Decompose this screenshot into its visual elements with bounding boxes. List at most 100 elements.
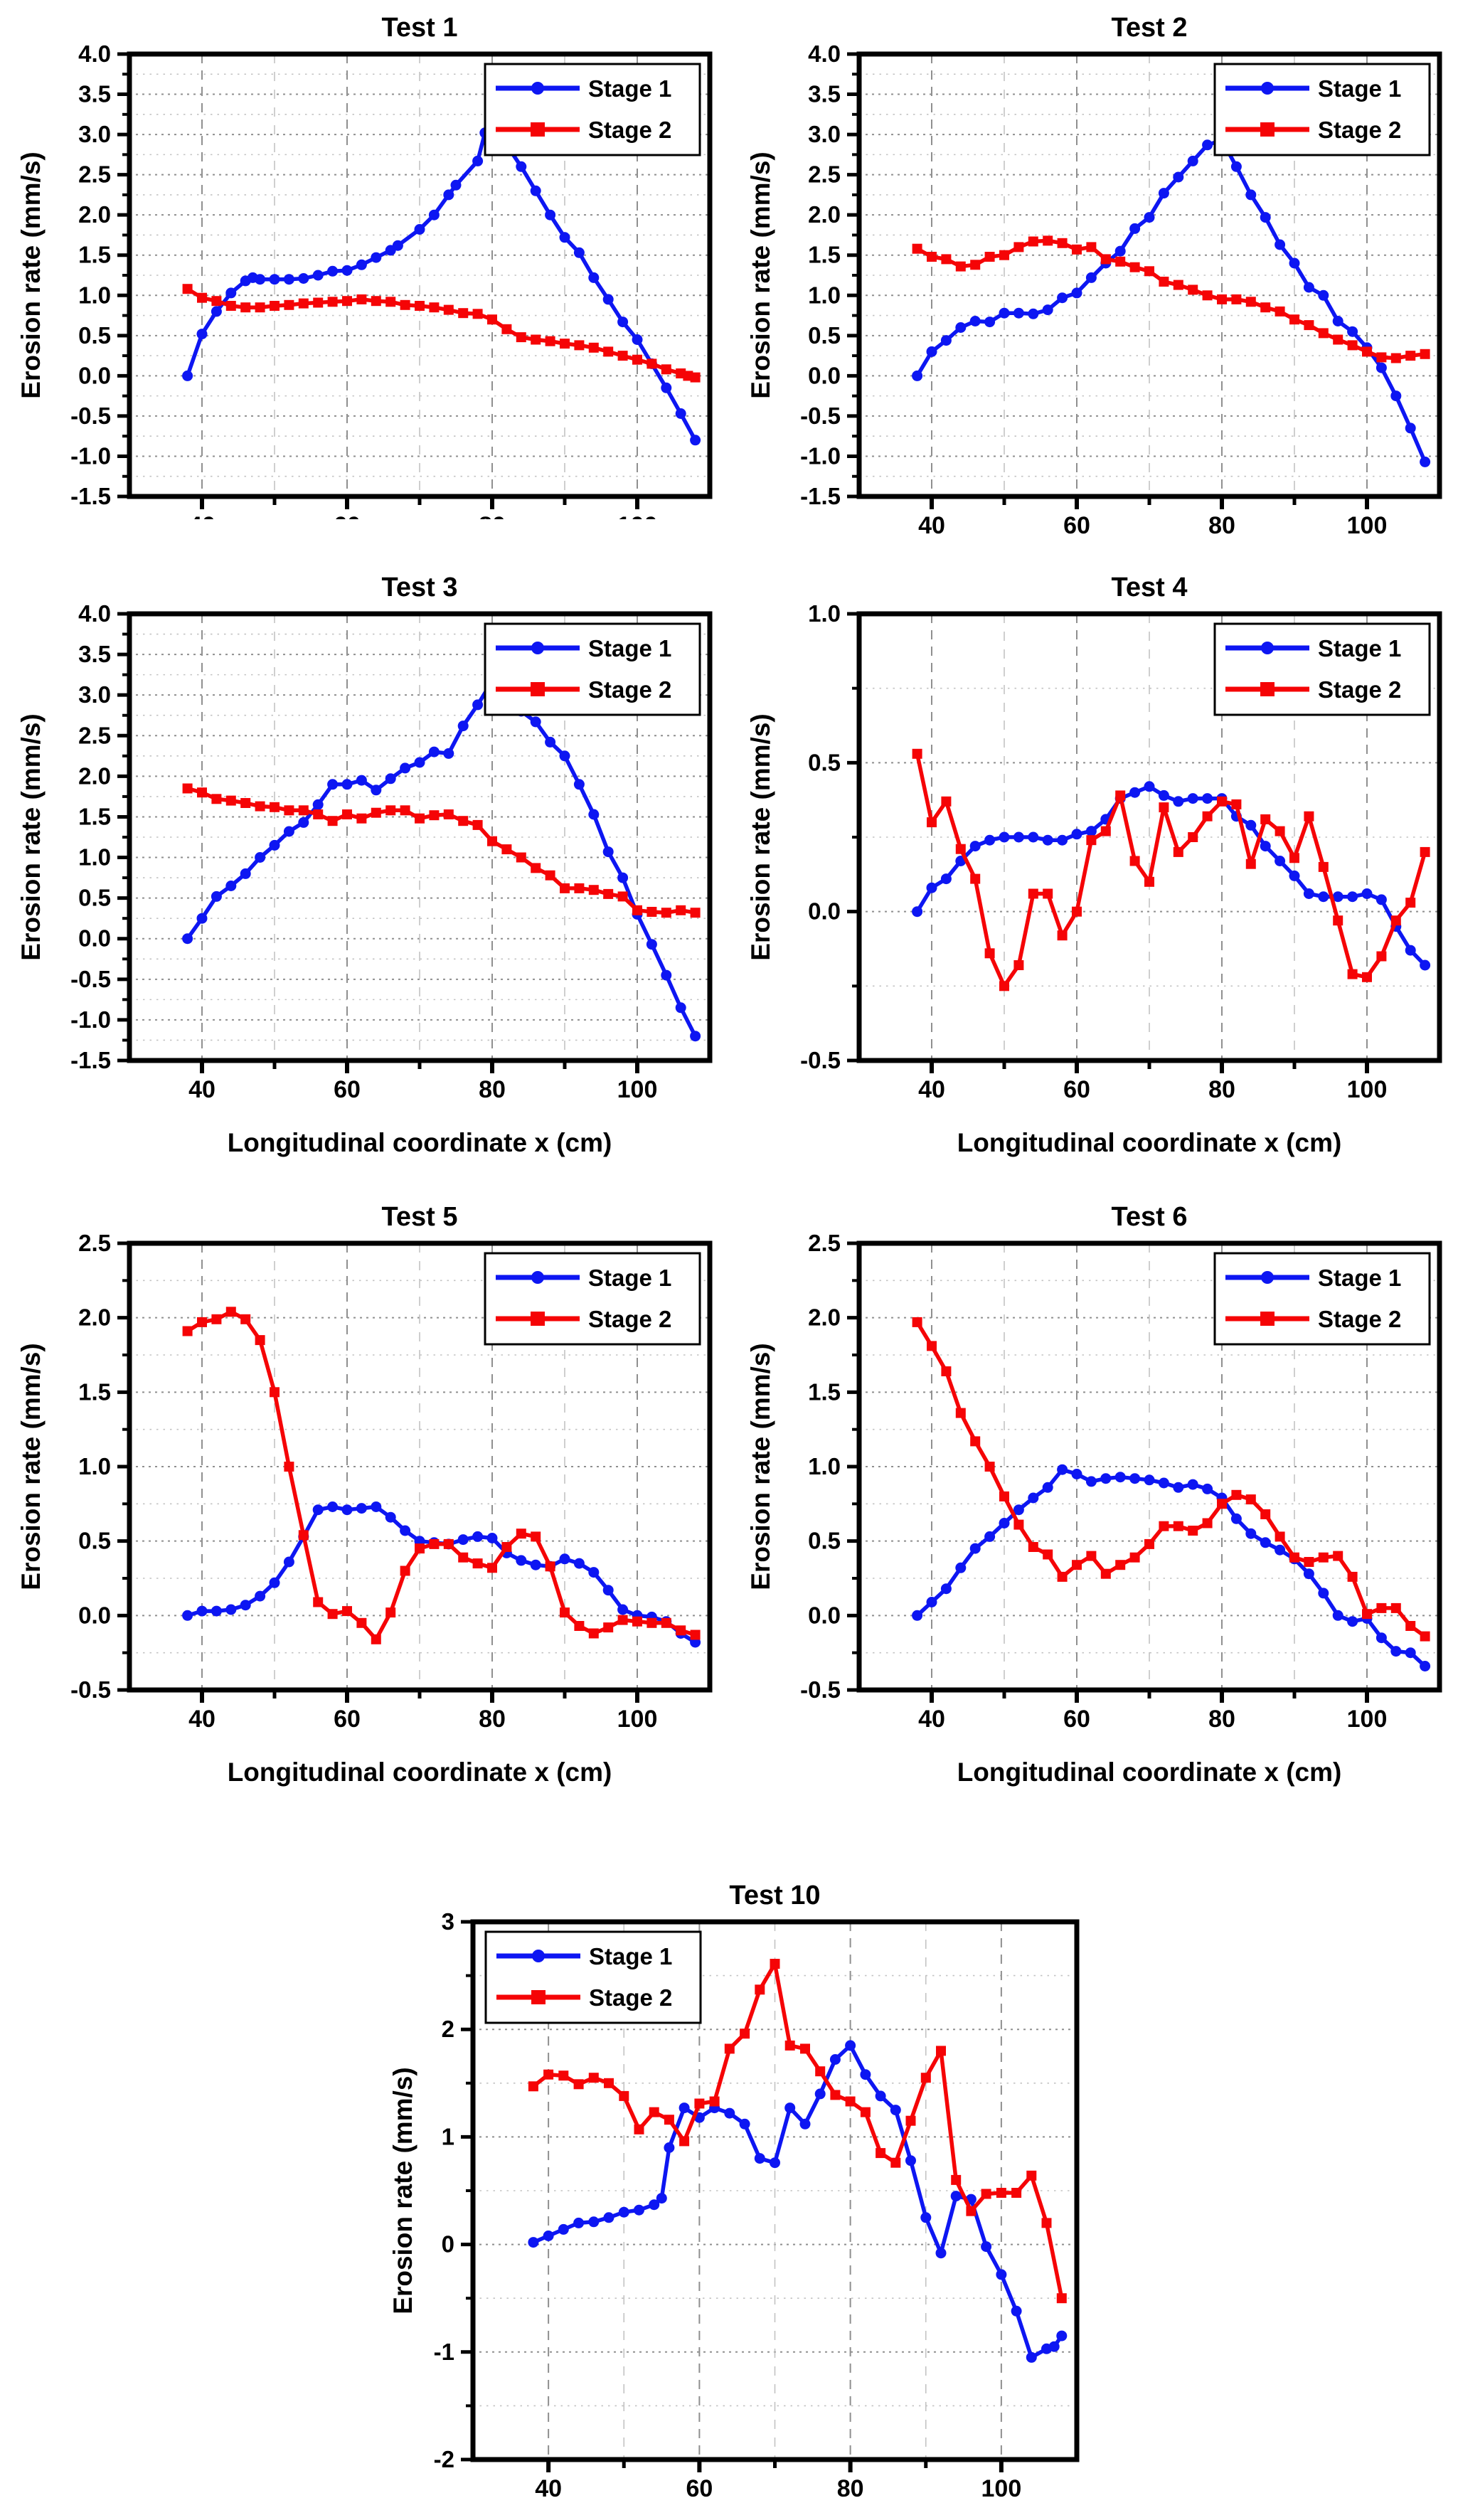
x-axis-title: Longitudinal coordinate x (cm) xyxy=(957,1128,1342,1157)
legend-label: Stage 1 xyxy=(1318,75,1401,102)
x-axis-title: Longitudinal coordinate x (cm) xyxy=(228,1128,612,1157)
y-axis-title: Erosion rate (mm/s) xyxy=(746,1343,775,1590)
chart-title: Test 4 xyxy=(1111,573,1187,602)
plot-border xyxy=(127,51,713,499)
x-tick-label: 40 xyxy=(918,512,945,539)
legend: Stage 1 Stage 2 xyxy=(484,63,701,156)
x-tick-label: 40 xyxy=(918,1076,945,1103)
series-stage-1 xyxy=(912,1464,1431,1671)
legend-label: Stage 1 xyxy=(589,1943,672,1969)
plot-border xyxy=(856,51,1442,499)
chart-title: Test 2 xyxy=(1111,13,1187,43)
x-tick-label: 40 xyxy=(918,1706,945,1733)
panel-test-4: -0.5 0.0 0.5 1.0 40 60 80 100 Stage 1 Stage 2 Test… xyxy=(738,565,1449,1191)
legend: Stage 1 Stage 2 xyxy=(1213,622,1431,716)
y-tick-label: -0.5 xyxy=(70,966,111,992)
series-stage-2 xyxy=(182,783,701,918)
panel-test-2: -1.5 -1.0 -0.5 0.0 0.5 1.0 1.5 2.0 2.5 3.0 3.5 4.0 4… xyxy=(738,6,1449,566)
y-tick-label: 1 xyxy=(442,2123,454,2149)
y-tick-label: 2.0 xyxy=(78,762,111,789)
series-stage-2 xyxy=(912,235,1430,363)
y-tick-label: 2.0 xyxy=(78,201,111,228)
y-tick-label: 2.5 xyxy=(78,161,111,188)
y-tick-label: -1.0 xyxy=(70,442,111,469)
y-tick-label: 1.0 xyxy=(78,282,111,308)
y-tick-label: 3.0 xyxy=(78,121,111,147)
y-tick-label: 0.0 xyxy=(808,898,841,925)
legend-label: Stage 1 xyxy=(588,75,671,102)
x-axis-title: Longitudinal coordinate x (cm) xyxy=(228,1758,612,1787)
y-tick-label: 2.5 xyxy=(808,161,841,188)
x-tick-label: 80 xyxy=(1208,1076,1235,1103)
y-axis-title: Erosion rate (mm/s) xyxy=(16,151,46,398)
y-tick-label: 3.5 xyxy=(808,81,841,107)
x-tick-label: 60 xyxy=(1063,512,1090,539)
y-tick-label: 1.0 xyxy=(808,600,841,627)
plot-border xyxy=(127,1240,713,1693)
series-stage-2 xyxy=(528,1959,1067,2304)
legend-label: Stage 2 xyxy=(1318,117,1401,143)
y-tick-label: 0.5 xyxy=(808,749,841,775)
x-tick-label: 80 xyxy=(479,1076,506,1103)
y-tick-label: -1.5 xyxy=(70,1047,111,1073)
legend-label: Stage 2 xyxy=(1318,1306,1401,1332)
y-axis-title: Erosion rate (mm/s) xyxy=(16,713,46,960)
chart-test-10: -2 -1 0 1 2 3 40 60 80 100 Stage 1 Stage 2 Test 10 Er… xyxy=(388,1881,1080,2502)
y-tick-label: 3 xyxy=(442,1908,454,1935)
y-tick-label: 3.0 xyxy=(808,121,841,147)
y-tick-label: 2.0 xyxy=(808,201,841,228)
series-stage-1 xyxy=(912,781,1431,971)
legend-label: Stage 1 xyxy=(588,635,671,661)
chart-test-1: -1.5 -1.0 -0.5 0.0 0.5 1.0 1.5 2.0 2.5 3.0 3.5 4.0 4… xyxy=(16,13,713,519)
y-axis-title: Erosion rate (mm/s) xyxy=(746,713,775,960)
legend-label: Stage 2 xyxy=(588,676,671,703)
x-tick-label: 100 xyxy=(1347,1706,1388,1733)
y-tick-label: 1.0 xyxy=(78,844,111,871)
x-tick-label: 100 xyxy=(1347,1076,1388,1103)
y-tick-label: 3.5 xyxy=(78,81,111,107)
y-tick-label: -1.0 xyxy=(800,442,841,469)
x-tick-label: 60 xyxy=(334,1076,361,1103)
series-stage-1 xyxy=(182,1501,701,1648)
y-tick-label: 1.0 xyxy=(78,1453,111,1479)
legend-label: Stage 2 xyxy=(588,1306,671,1332)
x-tick-label: 40 xyxy=(188,1076,215,1103)
x-tick-label: 100 xyxy=(617,1706,658,1733)
x-tick-label: 40 xyxy=(535,2475,562,2502)
y-tick-label: 2.5 xyxy=(78,722,111,748)
x-tick-label: 60 xyxy=(1063,1706,1090,1733)
series-stage-1 xyxy=(182,676,701,1042)
y-tick-label: 3.0 xyxy=(78,681,111,708)
plot-border xyxy=(470,1919,1080,2462)
chart-test-3: -1.5 -1.0 -0.5 0.0 0.5 1.0 1.5 2.0 2.5 3.0 3.5 4.0 4… xyxy=(16,573,713,1157)
chart-title: Test 5 xyxy=(381,1202,457,1232)
x-tick-label: 100 xyxy=(617,512,658,519)
y-tick-label: 0.0 xyxy=(78,925,111,952)
y-tick-label: 2 xyxy=(442,2016,454,2042)
chart-title: Test 1 xyxy=(381,13,457,43)
legend-label: Stage 1 xyxy=(1318,1265,1401,1291)
y-tick-label: 1.5 xyxy=(78,1378,111,1405)
x-tick-label: 100 xyxy=(1347,512,1388,539)
y-axis-title: Erosion rate (mm/s) xyxy=(388,2067,417,2314)
y-tick-label: 0.0 xyxy=(808,1602,841,1628)
x-tick-label: 60 xyxy=(686,2475,713,2502)
panel-test-6: -0.5 0.0 0.5 1.0 1.5 2.0 2.5 40 60 80 100 Stage 1 St… xyxy=(738,1195,1449,1821)
y-tick-label: 2.5 xyxy=(78,1230,111,1256)
y-tick-label: 0 xyxy=(442,2231,454,2258)
y-tick-label: 3.5 xyxy=(78,641,111,667)
y-tick-label: 0.0 xyxy=(808,362,841,388)
y-tick-label: -0.5 xyxy=(70,403,111,429)
series-stage-1 xyxy=(528,2040,1068,2363)
y-tick-label: 4.0 xyxy=(808,41,841,67)
chart-title: Test 10 xyxy=(729,1881,820,1910)
y-axis-title: Erosion rate (mm/s) xyxy=(746,151,775,398)
series-stage-2 xyxy=(912,748,1430,991)
legend: Stage 1 Stage 2 xyxy=(1213,1252,1431,1346)
x-tick-label: 80 xyxy=(837,2475,864,2502)
y-tick-label: 2.0 xyxy=(808,1304,841,1331)
x-tick-label: 40 xyxy=(188,1706,215,1733)
y-tick-label: 0.5 xyxy=(808,1528,841,1554)
